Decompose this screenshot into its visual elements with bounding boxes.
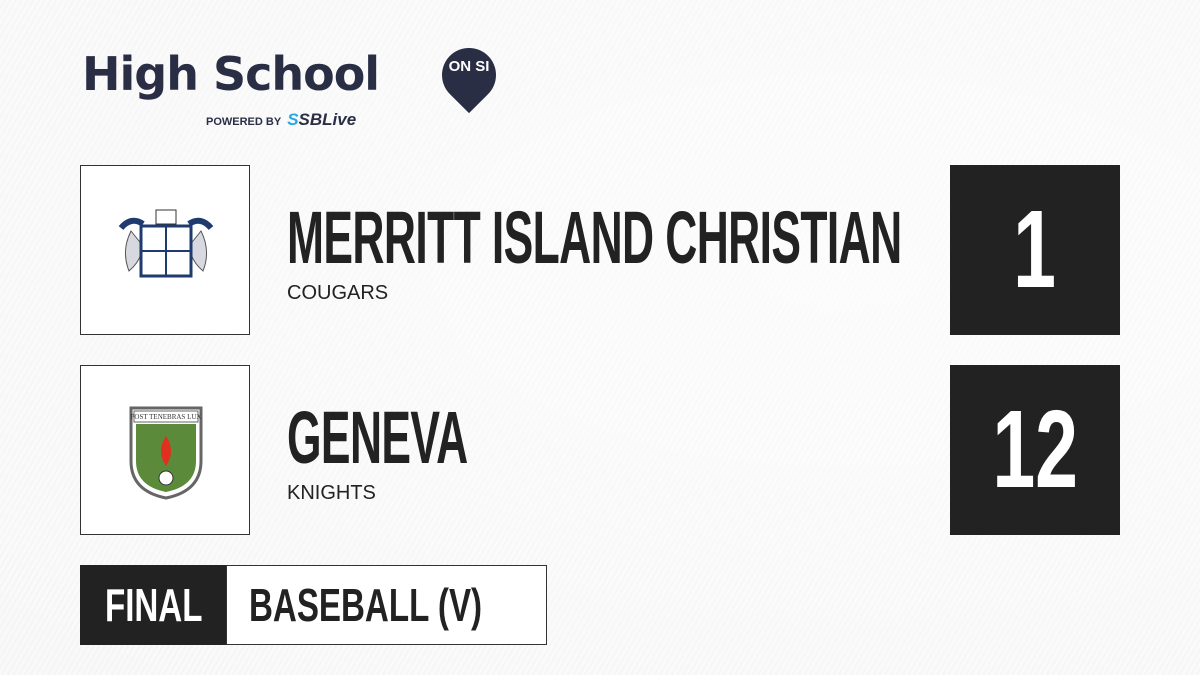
team-1-score: 1 (950, 165, 1120, 335)
team-1-score-value: 1 (1013, 188, 1057, 311)
team-1-crest (80, 165, 250, 335)
team-1-mascot: COUGARS (287, 282, 389, 304)
sport-label-text: BASEBALL (V) (249, 579, 483, 631)
partner-name: SBLive (298, 110, 357, 129)
team-2-mascot: KNIGHTS (287, 482, 376, 504)
powered-by: POWERED BY SSBLive (206, 110, 357, 129)
team-2-name: GENEVA (287, 396, 468, 479)
team-2-score: 12 (950, 365, 1120, 535)
powered-by-label: POWERED BY (206, 116, 282, 128)
high-school-on-si-logo: High School ON SI POWERED BY SSBLive (82, 36, 508, 129)
game-status: FINAL (80, 565, 227, 645)
sport-label: BASEBALL (V) (226, 565, 547, 645)
game-status-label: FINAL (104, 579, 203, 631)
brand-badge: ON SI (448, 58, 490, 75)
merritt-island-crest-icon (118, 209, 214, 278)
geneva-crest-icon: POST TENEBRAS LUX (129, 406, 203, 500)
brand-title: High School (82, 47, 380, 101)
on-si-pin-icon: ON SI (430, 36, 508, 114)
team-2-score-value: 12 (992, 388, 1078, 511)
team-1-name: MERRITT ISLAND CHRISTIAN (287, 196, 902, 279)
team-2-crest: POST TENEBRAS LUX (80, 365, 250, 535)
crest-motto: POST TENEBRAS LUX (131, 413, 202, 421)
